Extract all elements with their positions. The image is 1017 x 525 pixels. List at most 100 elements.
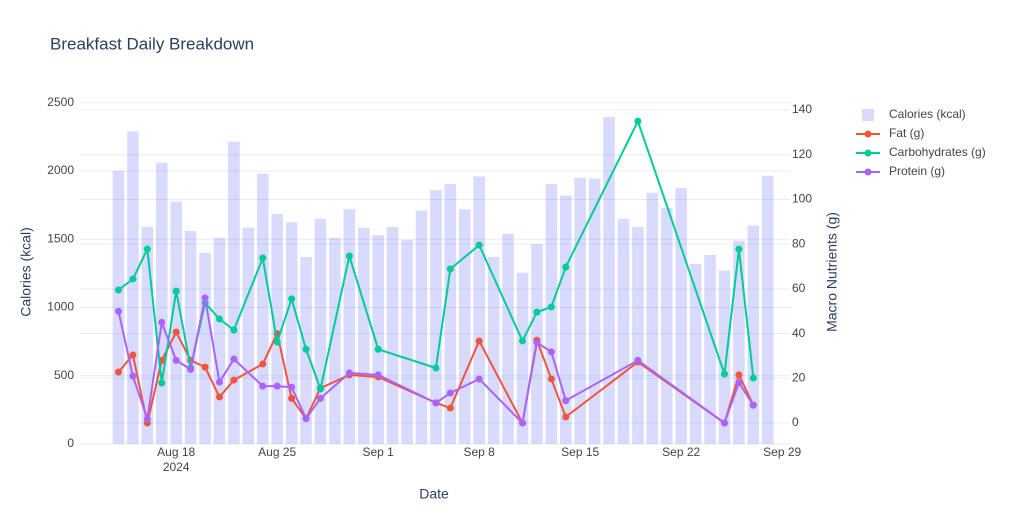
bar xyxy=(213,237,226,444)
marker xyxy=(749,374,757,382)
y2-tick-label: 120 xyxy=(792,147,812,161)
marker xyxy=(533,339,541,347)
bar xyxy=(646,192,659,444)
bar xyxy=(155,162,168,445)
marker xyxy=(562,397,570,405)
bar xyxy=(170,201,182,444)
bar xyxy=(430,190,442,444)
bar xyxy=(329,237,341,444)
y2-tick-label: 60 xyxy=(792,281,806,295)
marker xyxy=(259,254,267,262)
marker xyxy=(143,245,151,253)
bar xyxy=(242,227,255,444)
bar xyxy=(718,270,731,444)
marker xyxy=(446,389,454,397)
bar xyxy=(444,183,457,444)
legend-swatch xyxy=(864,168,872,176)
y2-tick-label: 20 xyxy=(792,370,806,384)
marker xyxy=(187,365,195,373)
bar xyxy=(733,240,745,444)
marker xyxy=(129,372,137,380)
marker xyxy=(432,399,440,407)
bar xyxy=(747,225,760,444)
x-tick-label: Sep 1 xyxy=(362,445,394,459)
marker xyxy=(273,382,281,390)
marker xyxy=(230,355,238,363)
x-tick-label: Aug 25 xyxy=(258,445,297,459)
bar xyxy=(458,209,471,444)
x-tick-label: Sep 8 xyxy=(463,445,495,459)
y-tick-label: 1500 xyxy=(47,231,74,245)
bar xyxy=(660,207,673,444)
bar xyxy=(256,173,269,444)
marker xyxy=(273,338,281,346)
bar xyxy=(343,209,356,444)
bar xyxy=(588,178,601,444)
marker xyxy=(475,375,483,383)
marker xyxy=(475,241,483,249)
marker xyxy=(143,415,151,423)
legend-label: Calories (kcal) xyxy=(889,107,966,121)
legend-label: Fat (g) xyxy=(889,126,924,140)
y-tick-label: 2000 xyxy=(47,163,74,177)
bar xyxy=(632,226,644,444)
bar xyxy=(141,226,154,444)
marker xyxy=(172,328,180,336)
marker xyxy=(158,318,166,326)
x-tick-label: Sep 29 xyxy=(763,445,802,459)
marker xyxy=(288,295,296,303)
marker xyxy=(114,286,122,294)
marker xyxy=(562,263,570,271)
bar xyxy=(617,218,630,444)
marker xyxy=(129,275,137,283)
legend-label: Protein (g) xyxy=(889,164,945,178)
marker xyxy=(230,376,238,384)
y2-axis-label: Macro Nutrients (g) xyxy=(824,212,840,332)
bar xyxy=(357,227,370,444)
bar xyxy=(112,170,125,444)
marker xyxy=(129,351,137,359)
marker xyxy=(432,364,440,372)
marker xyxy=(114,307,122,315)
marker xyxy=(720,370,728,378)
bar xyxy=(415,210,428,444)
marker xyxy=(475,337,483,345)
bar xyxy=(502,233,514,444)
bar xyxy=(516,272,529,444)
marker xyxy=(374,371,382,379)
bar xyxy=(574,177,586,445)
y-tick-label: 2500 xyxy=(47,95,74,109)
x-tick-label: Sep 22 xyxy=(662,445,701,459)
marker xyxy=(316,385,324,393)
marker xyxy=(172,356,180,364)
grid xyxy=(80,102,790,445)
marker xyxy=(735,245,743,253)
bar xyxy=(603,117,615,445)
marker xyxy=(172,287,180,295)
marker xyxy=(114,368,122,376)
marker xyxy=(735,379,743,387)
y2-tick-label: 80 xyxy=(792,236,806,250)
legend-swatch xyxy=(864,149,872,157)
bar xyxy=(127,131,139,444)
marker xyxy=(735,371,743,379)
x-axis-label: Date xyxy=(419,486,449,502)
bar xyxy=(386,226,399,444)
marker xyxy=(201,363,209,371)
marker xyxy=(158,379,166,387)
marker xyxy=(215,315,223,323)
marker xyxy=(562,413,570,421)
bar xyxy=(285,222,298,444)
marker xyxy=(518,337,526,345)
marker xyxy=(316,394,324,402)
bar xyxy=(473,176,485,444)
y-tick-label: 0 xyxy=(67,436,74,450)
bar xyxy=(401,239,413,444)
bar xyxy=(314,218,327,444)
y-axis-label: Calories (kcal) xyxy=(18,227,34,316)
bar xyxy=(372,235,384,444)
marker xyxy=(302,345,310,353)
marker xyxy=(374,345,382,353)
